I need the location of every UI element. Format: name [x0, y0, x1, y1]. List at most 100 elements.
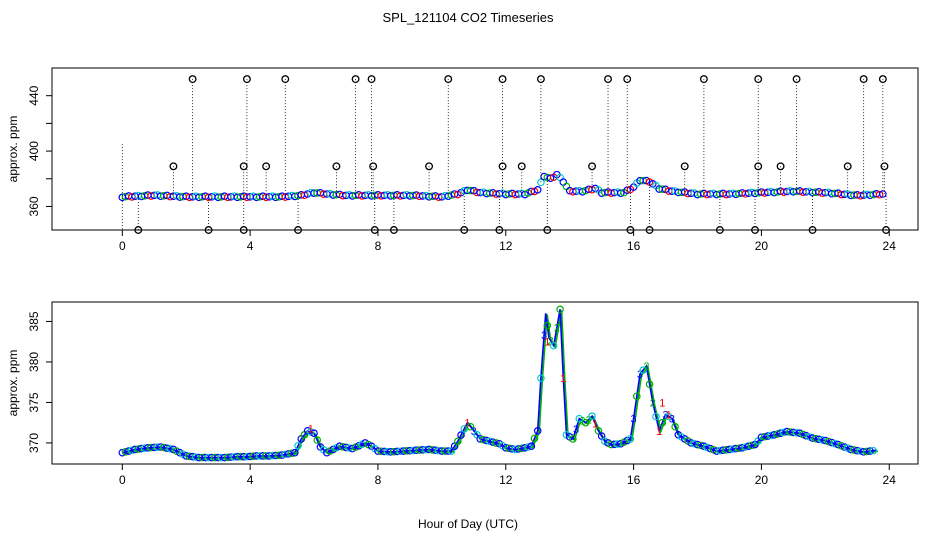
series-point [460, 425, 469, 433]
outlier-high-point [623, 75, 632, 84]
series-marker-label: 2 [547, 335, 553, 347]
y-tick-label: 385 [27, 311, 41, 331]
series-point [313, 436, 322, 444]
series-point [658, 418, 667, 427]
top-y-axis-label: approx. ppm [6, 116, 20, 183]
series-point [466, 422, 475, 431]
x-tick-label: 4 [247, 239, 254, 253]
outlier-mid-point [880, 162, 889, 171]
series-marker-label: 1 [592, 419, 598, 431]
baseline-point [533, 186, 542, 194]
x-tick-label: 16 [627, 239, 641, 253]
outlier-mid-point [680, 162, 689, 171]
outlier-mid-point [239, 162, 248, 171]
series-point [530, 434, 539, 443]
series-point [664, 412, 673, 421]
x-tick-label: 8 [375, 473, 382, 487]
outlier-high-point [604, 75, 612, 84]
series-point [639, 366, 647, 374]
series-point [549, 341, 558, 350]
outlier-high-point [281, 75, 290, 84]
series-point [543, 321, 552, 330]
x-tick-label: 0 [119, 239, 126, 253]
series-point [748, 441, 756, 450]
y-tick-label: 370 [27, 433, 41, 453]
outlier-mid-point [169, 162, 178, 171]
outlier-mid-point [369, 162, 378, 171]
series-point [869, 446, 878, 455]
series-point [457, 431, 465, 439]
outlier-mid-point [588, 162, 597, 171]
series-point [294, 441, 302, 450]
x-tick-label: 12 [499, 473, 513, 487]
series-point [652, 412, 660, 421]
bottom-plot-frame [51, 301, 919, 465]
outlier-high-point [444, 75, 453, 84]
outlier-high-point [754, 75, 763, 84]
series-point [527, 442, 536, 450]
series-point [581, 418, 590, 427]
outlier-mid-point [843, 162, 852, 171]
x-tick-label: 24 [883, 473, 897, 487]
y-tick-label: 400 [27, 141, 41, 161]
y-tick-label: 380 [27, 352, 41, 372]
baseline-point [444, 192, 453, 201]
outlier-high-point [367, 75, 376, 84]
y-tick-label: 375 [27, 392, 41, 412]
top-plot-frame [51, 67, 919, 231]
baseline-point [537, 178, 545, 187]
outlier-high-point [699, 75, 708, 84]
x-tick-label: 8 [375, 239, 382, 253]
series-point [569, 435, 577, 443]
series-marker-label: 3 [471, 426, 477, 438]
series-point [588, 412, 596, 421]
series-marker-label: 2 [554, 323, 560, 335]
series-point [626, 435, 635, 443]
outlier-high-point [188, 75, 197, 84]
series-point [444, 447, 453, 455]
series-marker-label: 1 [659, 397, 665, 409]
x-tick-label: 12 [499, 239, 513, 253]
outlier-high-point [498, 75, 507, 84]
series-point [645, 380, 654, 389]
series-marker-label: 1 [656, 426, 662, 438]
series-point [575, 414, 584, 423]
outlier-mid-point [425, 162, 434, 171]
x-tick-label: 20 [755, 239, 769, 253]
series-point [556, 305, 564, 314]
series-point [454, 437, 462, 446]
top-panel: 0 4 8 12 16 20 24 360 400 440 [27, 75, 896, 253]
series-marker-label: 2 [586, 414, 592, 426]
x-tick-label: 16 [627, 473, 641, 487]
outlier-high-point [792, 75, 801, 84]
series-point [671, 422, 679, 431]
series-point [492, 439, 500, 447]
series-marker-label: 1 [666, 410, 672, 422]
series-marker-label: 1 [308, 423, 314, 435]
series-point [291, 448, 299, 457]
outlier-mid-point [776, 162, 785, 171]
outlier-mid-point [498, 162, 507, 171]
outlier-mid-point [517, 162, 526, 171]
x-tick-label: 4 [247, 473, 254, 487]
outlier-high-point [351, 75, 360, 84]
outlier-mid-point [754, 162, 763, 171]
outlier-high-point [859, 75, 868, 84]
series-point [310, 429, 318, 438]
series-point [632, 392, 641, 401]
series-marker-label: 3 [541, 330, 547, 342]
series-point [166, 445, 175, 453]
baseline-point [617, 189, 625, 197]
outlier-mid-point [332, 162, 341, 171]
series-marker-label: 3 [637, 369, 643, 381]
series-point [524, 443, 532, 451]
series-marker-label: 2 [650, 397, 656, 409]
outlier-high-point [878, 75, 887, 84]
y-tick-label: 360 [27, 196, 41, 216]
series-point [597, 432, 606, 440]
x-tick-label: 20 [755, 473, 769, 487]
outlier-high-point [536, 75, 545, 84]
outlier-mid-point [262, 162, 271, 171]
baseline-point [875, 190, 884, 199]
